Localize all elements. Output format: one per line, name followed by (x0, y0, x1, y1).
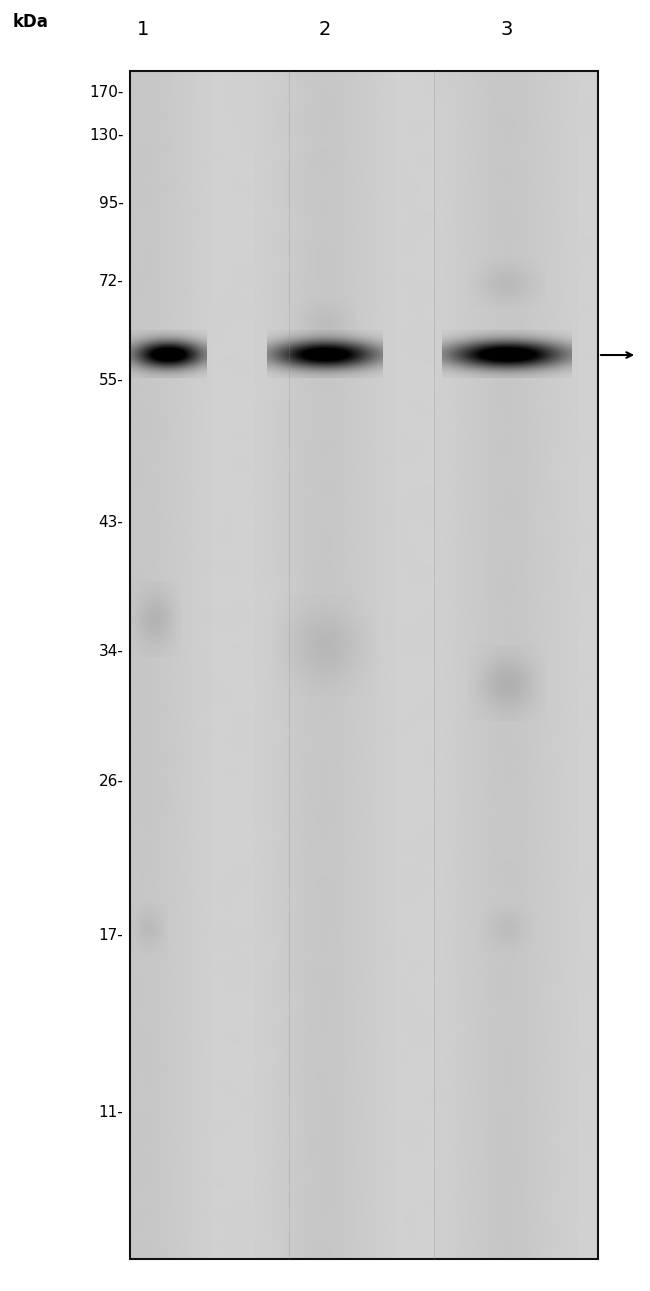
Bar (130, 71, 598, 1259)
Text: 43-: 43- (99, 515, 124, 531)
Text: kDa: kDa (13, 13, 49, 31)
Text: 34-: 34- (99, 644, 124, 660)
Text: 170-: 170- (89, 85, 124, 101)
Text: 55-: 55- (99, 373, 124, 389)
Text: 72-: 72- (99, 274, 124, 289)
Text: 11-: 11- (99, 1105, 124, 1121)
Text: 95-: 95- (99, 196, 124, 212)
Text: 2: 2 (318, 19, 332, 39)
Text: 26-: 26- (99, 773, 124, 789)
Text: 130-: 130- (89, 128, 124, 143)
Text: 3: 3 (500, 19, 514, 39)
Text: 17-: 17- (99, 928, 124, 944)
Text: 1: 1 (136, 19, 150, 39)
